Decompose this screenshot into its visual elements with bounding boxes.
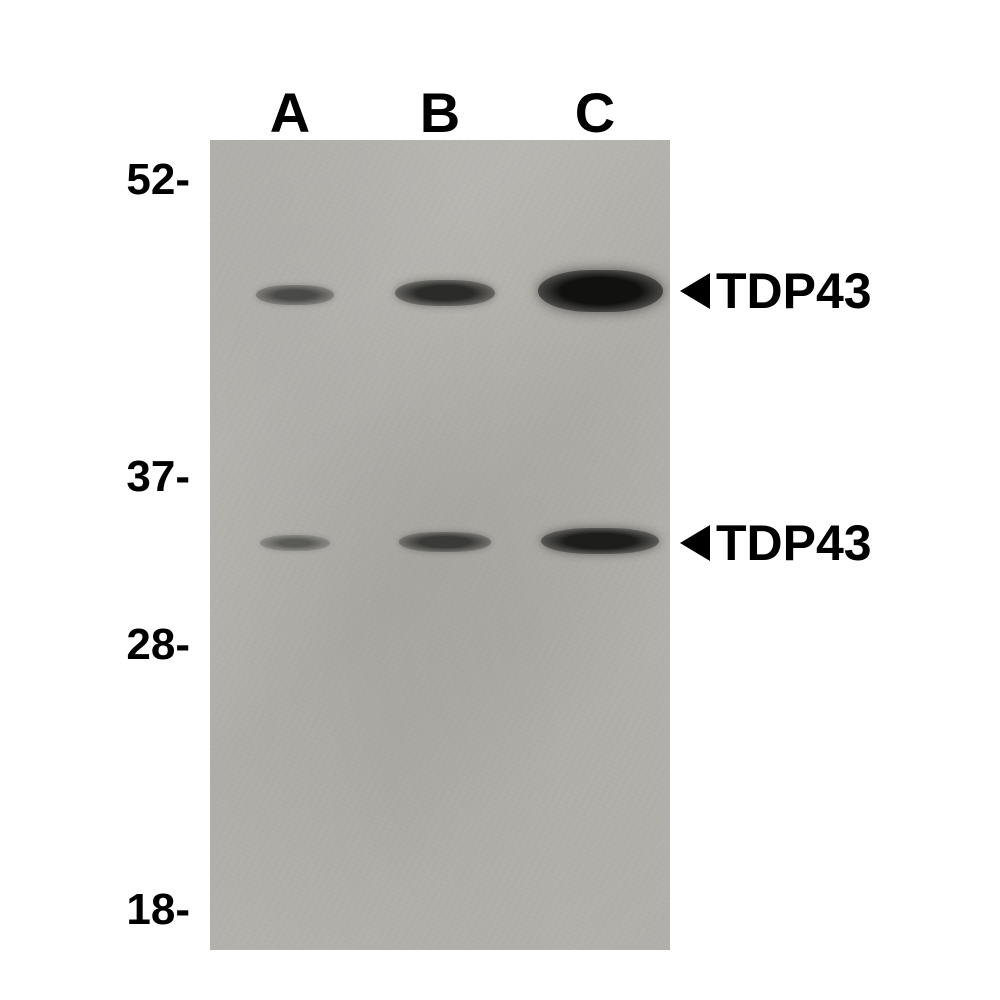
lane-label-a: A [250,80,330,145]
mw-marker-37: 37- [40,452,190,502]
figure-container: 52- 37- 28- 18- A B C TDP43 TDP43 [40,40,960,960]
band-c-upper [538,270,663,312]
band-annotation-label: TDP43 [716,262,872,320]
band-b-lower [399,532,491,552]
band-b-upper [395,280,495,306]
arrow-icon [680,525,710,561]
mw-marker-52: 52- [40,155,190,205]
band-c-lower [541,528,659,554]
band-annotation-upper: TDP43 [680,262,872,320]
band-annotation-label: TDP43 [716,514,872,572]
lane-label-b: B [400,80,480,145]
lane-label-c: C [555,80,635,145]
band-annotation-lower: TDP43 [680,514,872,572]
band-a-lower [260,535,330,551]
mw-marker-18: 18- [40,885,190,935]
arrow-icon [680,273,710,309]
band-a-upper [256,285,334,305]
mw-marker-28: 28- [40,620,190,670]
blot-membrane [210,140,670,950]
